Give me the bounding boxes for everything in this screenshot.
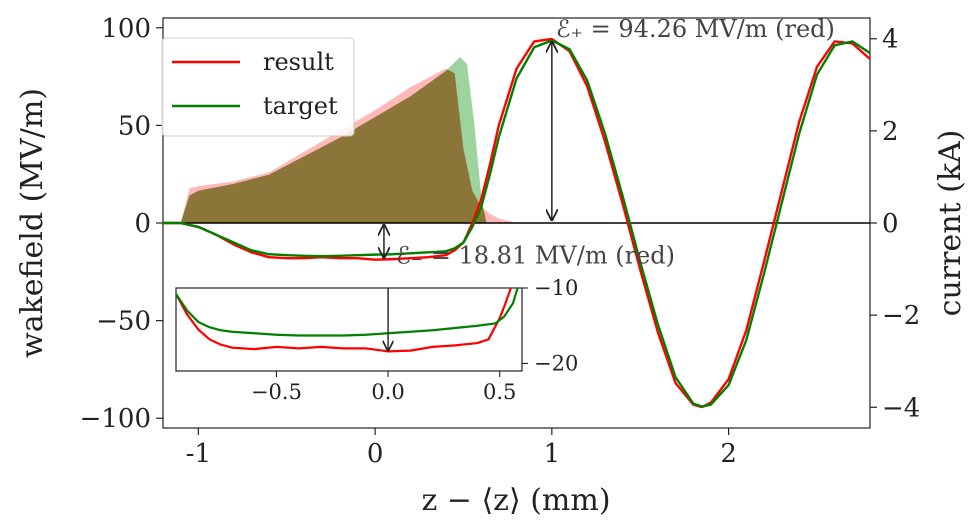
- x-tick-label: 2: [720, 439, 737, 469]
- right-y-tick-label: −4: [882, 393, 920, 423]
- inset-lines: [175, 287, 519, 353]
- legend-label-target: target: [263, 92, 338, 120]
- left-y-tick-label: 0: [134, 209, 151, 239]
- inset-x-tick-label: −0.5: [251, 380, 302, 404]
- left-y-tick-label: −50: [96, 307, 151, 337]
- wakefield-line-target: [163, 39, 871, 408]
- wakefield-line-result: [163, 37, 871, 409]
- x-tick-label: -1: [186, 439, 211, 469]
- legend-label-result: result: [263, 48, 334, 76]
- right-y-axis-ticks: −4 −2 0 2 4: [870, 25, 920, 423]
- inset-x-ticks: −0.5 0.0 0.5: [251, 371, 516, 404]
- current-areas: [180, 57, 517, 223]
- right-y-tick-label: −2: [882, 301, 920, 331]
- inset-y-ticks: −10 −20: [522, 276, 578, 375]
- left-y-axis-label: wakefield (MV/m): [15, 88, 50, 358]
- inset-line-result: [175, 287, 512, 353]
- left-y-axis-ticks: −100 −50 0 50 100: [80, 14, 163, 434]
- x-axis-label: z − ⟨z⟩ (mm): [421, 483, 610, 518]
- right-y-tick-label: 2: [882, 117, 899, 147]
- inset-x-tick-label: 0.5: [483, 380, 516, 404]
- x-axis-ticks: -1 0 1 2: [186, 428, 737, 469]
- inset-x-tick-label: 0.0: [371, 380, 404, 404]
- right-y-axis-label: current (kA): [933, 130, 968, 317]
- inset-frame: [175, 287, 523, 372]
- current-area-overlap: [180, 69, 515, 223]
- x-tick-label: 0: [367, 439, 384, 469]
- wakefield-lines: [163, 37, 871, 409]
- inset-y-tick-label: −20: [534, 351, 578, 375]
- left-y-tick-label: 100: [101, 14, 151, 44]
- left-y-tick-label: 50: [118, 111, 151, 141]
- inset-y-tick-label: −10: [534, 276, 578, 300]
- right-y-tick-label: 0: [882, 209, 899, 239]
- left-y-tick-label: −100: [80, 404, 151, 434]
- x-tick-label: 1: [544, 439, 561, 469]
- legend: result target: [161, 37, 355, 137]
- right-y-tick-label: 4: [882, 25, 899, 55]
- annotations: ℰ₊ = 94.26 MV/m (red) ℰ₋ = 18.81 MV/m (r…: [384, 15, 835, 270]
- inset: −0.5 0.0 0.5 −10 −20: [175, 276, 578, 404]
- inset-line-target: [175, 287, 519, 337]
- decel-annotation: ℰ₋ = 18.81 MV/m (red): [396, 242, 675, 270]
- peak-annotation: ℰ₊ = 94.26 MV/m (red): [556, 15, 835, 43]
